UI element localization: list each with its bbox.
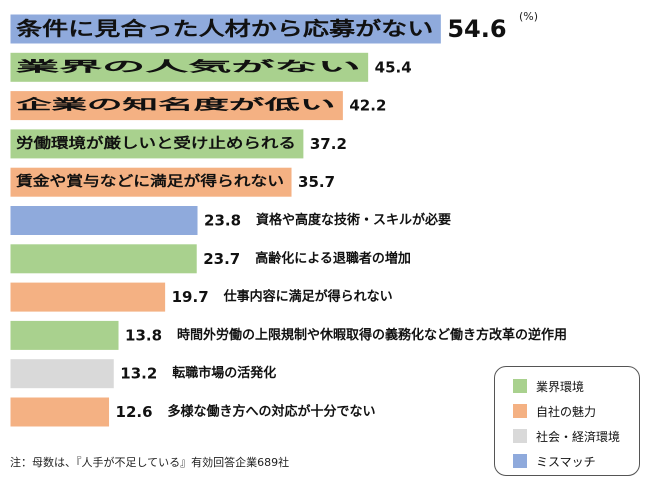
legend-swatch-mismatch [513,454,527,468]
category-label: 企業の知名度が低い [13,97,335,114]
bar-value-label: 54.6 [447,15,506,43]
legend-item-social: 社会・経済環境 [513,428,620,444]
legend-swatch-industry [513,379,527,393]
bar [9,319,120,351]
category-label: 多様な働き方への対応が十分でない [168,404,376,420]
category-label: 労働環境が厳しいと受け止められる [16,135,296,152]
bar-value-label: 13.2 [120,365,157,383]
legend-item-industry: 業界環境 [513,378,584,394]
bar [9,166,293,198]
bar [9,205,199,236]
category-label: 高齢化による退職者の増加 [255,250,411,266]
unit-label: (%) [519,10,539,23]
category-label: 仕事内容に満足が得られない [223,289,393,305]
legend-item-company: 自社の魅力 [513,403,596,419]
bar-value-label: 12.6 [116,403,153,421]
category-label: 賃金や賞与などに満足が得られない [15,173,284,190]
bar [9,13,442,45]
bar [9,396,111,428]
bar-value-label: 45.4 [375,58,412,76]
bar [9,243,198,275]
category-label: 転職市場の活発化 [172,365,276,381]
legend-label-social: 社会・経済環境 [536,429,621,444]
category-label: 条件に見合った人材から応募がない [16,17,433,40]
legend: 業界環境 自社の魅力 社会・経済環境 ミスマッチ [494,366,640,476]
bar-value-label: 35.7 [298,173,335,191]
bar-value-label: 23.7 [203,250,240,268]
bar [9,358,115,390]
category-label: 時間外労働の上限規制や休暇取得の義務化など働き方改革の逆作用 [177,327,567,343]
legend-label-company: 自社の魅力 [536,404,597,419]
bar [9,128,305,160]
category-label: 資格や高度な技術・スキルが必要 [256,212,451,228]
legend-item-mismatch: ミスマッチ [513,453,596,469]
legend-label-mismatch: ミスマッチ [536,454,596,469]
footnote: 注：母数は、『人手が不足している』有効回答企業689社 [10,456,290,469]
bar [9,281,167,313]
bar-value-label: 37.2 [310,135,347,153]
bar-value-label: 42.2 [349,97,386,115]
bar-value-label: 19.7 [172,288,209,306]
legend-swatch-company [513,404,527,418]
bar-value-label: 23.8 [204,212,241,230]
category-label: 業界の人気がない [13,58,361,75]
bar [9,90,344,122]
bar [9,51,370,83]
bar-value-label: 13.8 [125,326,162,344]
legend-label-industry: 業界環境 [536,379,585,394]
legend-swatch-social [513,429,527,443]
